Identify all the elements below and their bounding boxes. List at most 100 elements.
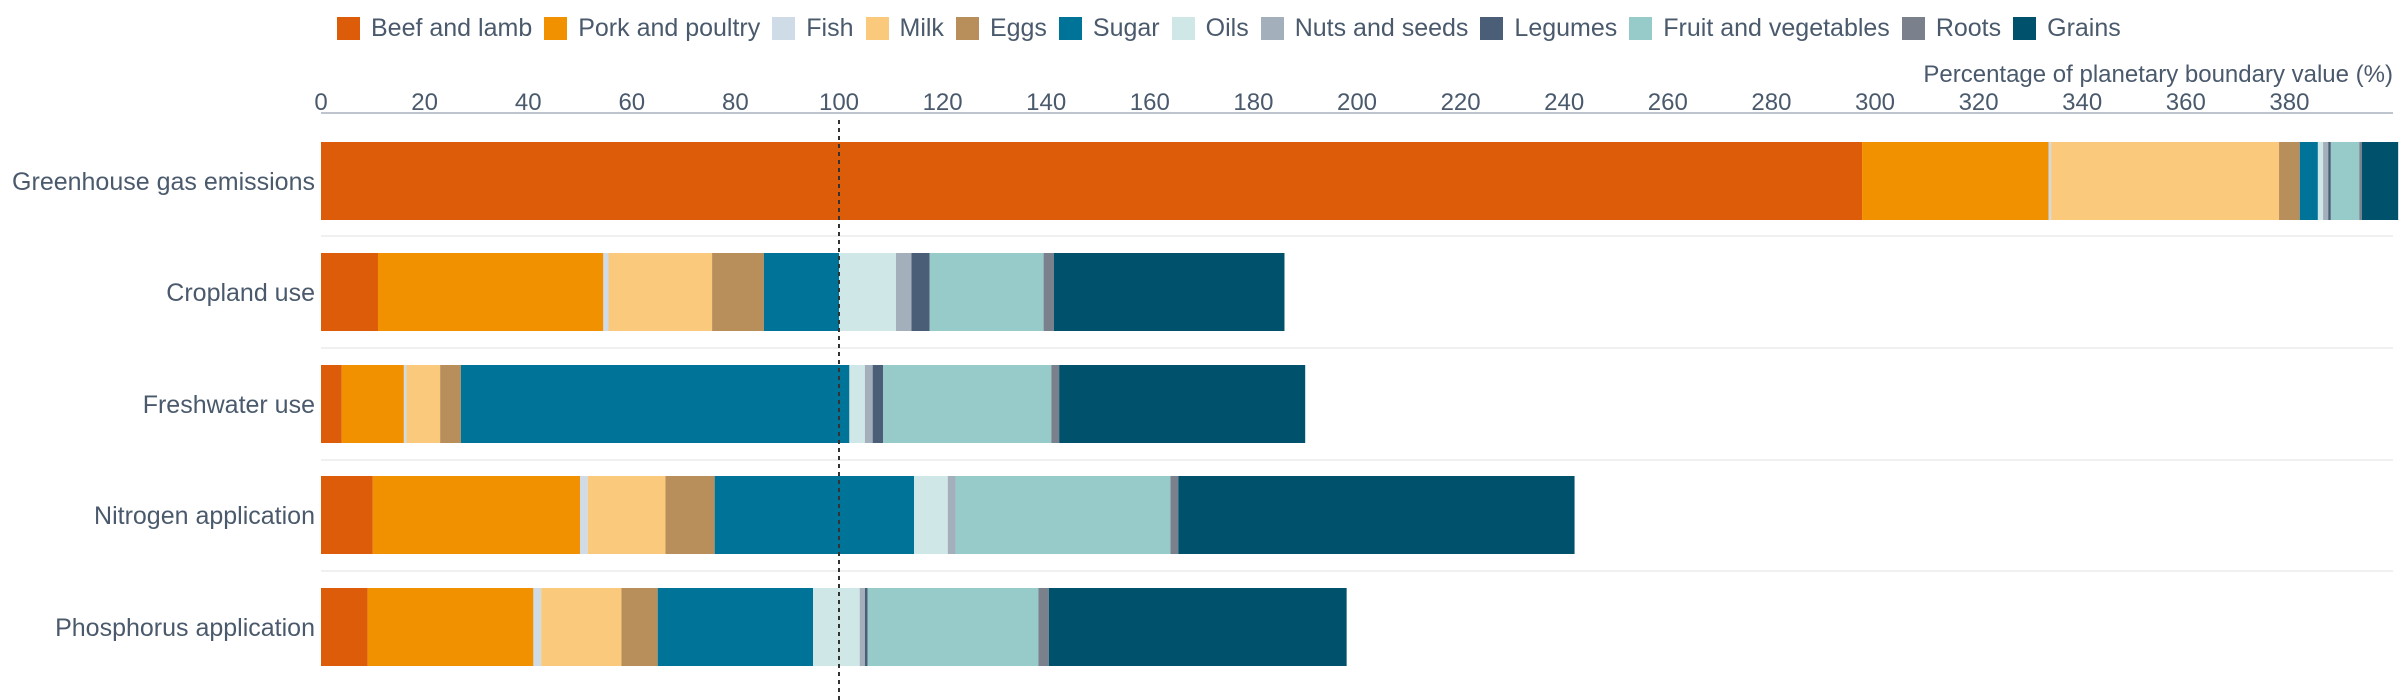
x-tick-label: 200: [1337, 89, 1377, 116]
legend-item-milk: Milk: [865, 14, 944, 43]
legend-item-sugar: Sugar: [1058, 14, 1160, 43]
category-label: Freshwater use: [143, 391, 315, 419]
x-tick-label: 320: [1959, 89, 1999, 116]
bar-freshwater-use-sugar: [460, 365, 850, 443]
x-tick-label: 140: [1026, 89, 1066, 116]
bar-cropland-use-beef-and-lamb: [321, 253, 378, 331]
legend-label: Fish: [806, 13, 854, 42]
bar-cropland-use-eggs: [712, 253, 764, 331]
bar-greenhouse-gas-emissions-milk: [2051, 142, 2280, 220]
legend-item-beef-and-lamb: Beef and lamb: [337, 14, 532, 43]
bar-freshwater-use-milk: [406, 365, 441, 443]
x-tick-label: 300: [1855, 89, 1895, 116]
legend-swatch: [1171, 16, 1195, 40]
x-tick-label: 360: [2166, 89, 2206, 116]
bar-freshwater-use-fruit-and-vegetables: [883, 365, 1052, 443]
bar-phosphorus-application-pork-and-poultry: [367, 588, 534, 666]
bar-cropland-use-milk: [608, 253, 713, 331]
bar-phosphorus-application-beef-and-lamb: [321, 588, 368, 666]
legend-swatch: [544, 16, 568, 40]
bar-nitrogen-application-fish: [580, 476, 588, 554]
legend-swatch: [337, 16, 360, 40]
legend: Beef and lamb Pork and poultry Fish Milk Egg…: [337, 8, 2133, 48]
bar-freshwater-use-fish: [403, 365, 407, 443]
x-tick-label: 0: [314, 89, 327, 116]
bar-nitrogen-application-pork-and-poultry: [372, 476, 580, 554]
bar-nitrogen-application-eggs: [665, 476, 715, 554]
legend-label: Pork and poultry: [578, 13, 761, 42]
legend-label: Oils: [1205, 13, 1249, 42]
legend-swatch: [1058, 16, 1082, 40]
bar-freshwater-use-beef-and-lamb: [321, 365, 342, 443]
x-tick-label: 80: [722, 89, 749, 116]
legend-swatch: [955, 16, 979, 40]
bar-phosphorus-application-milk: [541, 588, 622, 666]
bar-greenhouse-gas-emissions-sugar: [2299, 142, 2318, 220]
x-tick-label: 60: [618, 89, 645, 116]
x-tick-label: 220: [1441, 89, 1481, 116]
bar-nitrogen-application-milk: [587, 476, 666, 554]
bar-greenhouse-gas-emissions-pork-and-poultry: [1862, 142, 2049, 220]
legend-item-grains: Grains: [2013, 14, 2121, 43]
legend-swatch: [1901, 16, 1925, 40]
x-tick-label: 120: [923, 89, 963, 116]
bar-phosphorus-application-legumes: [864, 588, 868, 666]
category-label: Phosphorus application: [55, 614, 315, 642]
bar-nitrogen-application-sugar: [714, 476, 915, 554]
legend-item-legumes: Legumes: [1480, 14, 1617, 43]
bar-greenhouse-gas-emissions-eggs: [2279, 142, 2300, 220]
legend-swatch: [1260, 16, 1284, 40]
legend-label: Legumes: [1514, 13, 1618, 42]
bar-cropland-use-nuts-and-seeds: [895, 253, 912, 331]
bar-nitrogen-application-roots: [1170, 476, 1179, 554]
legend-label: Beef and lamb: [371, 13, 533, 42]
x-tick-label: 100: [819, 89, 859, 116]
x-tick-label: 180: [1233, 89, 1273, 116]
bar-phosphorus-application-fish: [533, 588, 542, 666]
legend-label: Nuts and seeds: [1294, 13, 1469, 42]
bar-nitrogen-application-oils: [914, 476, 948, 554]
legend-swatch: [772, 16, 796, 40]
bar-nitrogen-application-fruit-and-vegetables: [955, 476, 1171, 554]
bar-cropland-use-roots: [1043, 253, 1054, 331]
bar-cropland-use-fruit-and-vegetables: [929, 253, 1044, 331]
x-tick-label: 340: [2062, 89, 2102, 116]
legend-swatch: [2013, 16, 2037, 40]
legend-item-fish: Fish: [772, 13, 854, 43]
legend-label: Grains: [2047, 13, 2121, 42]
bar-phosphorus-application-grains: [1048, 588, 1347, 666]
bar-greenhouse-gas-emissions-nuts-and-seeds: [2323, 142, 2329, 220]
legend-swatch: [865, 16, 889, 40]
category-label: Cropland use: [166, 279, 315, 307]
x-tick-label: 40: [515, 89, 542, 116]
legend-label: Eggs: [989, 13, 1047, 42]
bar-phosphorus-application-fruit-and-vegetables: [867, 588, 1039, 666]
bar-freshwater-use-nuts-and-seeds: [864, 365, 873, 443]
legend-item-pork-and-poultry: Pork and poultry: [544, 14, 760, 43]
x-tick-label: 240: [1544, 89, 1584, 116]
bar-greenhouse-gas-emissions-fish: [2048, 142, 2052, 220]
bar-greenhouse-gas-emissions-roots: [2359, 142, 2362, 220]
legend-item-nuts-and-seeds: Nuts and seeds: [1260, 13, 1469, 43]
bar-cropland-use-legumes: [911, 253, 930, 331]
legend-swatch: [1629, 16, 1653, 40]
bar-freshwater-use-oils: [849, 365, 865, 443]
legend-item-fruit-and-vegetables: Fruit and vegetables: [1629, 14, 1890, 43]
x-tick-label: 20: [411, 89, 438, 116]
x-axis-title: Percentage of planetary boundary value (…: [1923, 61, 2393, 88]
bar-nitrogen-application-grains: [1178, 476, 1575, 554]
bar-phosphorus-application-roots: [1038, 588, 1049, 666]
bar-greenhouse-gas-emissions-oils: [2317, 142, 2324, 220]
bar-freshwater-use-pork-and-poultry: [341, 365, 404, 443]
bar-greenhouse-gas-emissions-legumes: [2328, 142, 2331, 220]
legend-label: Roots: [1935, 13, 2002, 42]
legend-item-oils: Oils: [1171, 13, 1249, 43]
bar-freshwater-use-legumes: [872, 365, 884, 443]
bar-greenhouse-gas-emissions-fruit-and-vegetables: [2330, 142, 2360, 220]
bar-cropland-use-oils: [839, 253, 896, 331]
x-tick-label: 260: [1648, 89, 1688, 116]
bar-cropland-use-sugar: [763, 253, 839, 331]
bar-cropland-use-pork-and-poultry: [377, 253, 604, 331]
bar-freshwater-use-grains: [1059, 365, 1306, 443]
bar-cropland-use-fish: [603, 253, 609, 331]
